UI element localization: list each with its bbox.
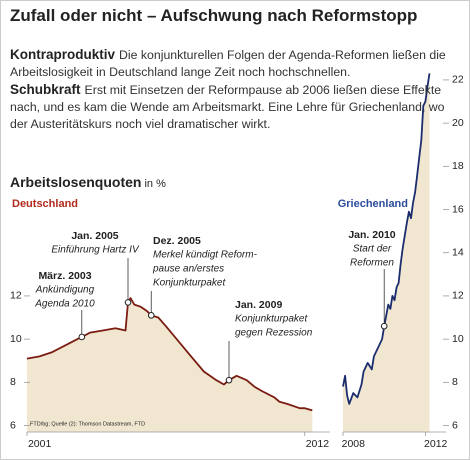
y-tick-label: 12 xyxy=(452,290,464,302)
text: Die konjunkturellen Folgen der Agenda-Re… xyxy=(10,48,446,79)
y-tick-label: 10 xyxy=(452,333,464,345)
y-tick-label: 6 xyxy=(452,419,458,431)
y-tick-label: 8 xyxy=(10,376,16,388)
section-unit: in % xyxy=(144,178,166,190)
annotation-text: Start der xyxy=(353,244,392,255)
divider xyxy=(334,196,341,458)
annotation-text: Konjunkturpaket xyxy=(235,314,308,325)
annotation-text: pause an/erstes xyxy=(152,264,224,275)
x-tick-label: 2008 xyxy=(342,438,366,450)
y-tick-label: 18 xyxy=(452,160,464,172)
y-tick-label: 20 xyxy=(452,117,464,129)
annotation-marker xyxy=(124,299,132,306)
annotation-marker xyxy=(225,376,233,384)
intro: Kontraproduktiv Die konjunkturellen Folge… xyxy=(10,46,458,133)
annotation-text: Reformen xyxy=(350,258,394,269)
x-tick-label: 2012 xyxy=(306,438,330,450)
y-tick-label: 14 xyxy=(452,247,464,259)
annotation-text: Dez. 2005 xyxy=(153,235,201,247)
annotation-marker xyxy=(147,312,155,319)
panel-title: Deutschland xyxy=(12,198,78,210)
y-tick-label: 22 xyxy=(452,74,464,86)
lead: Kontraproduktiv xyxy=(10,47,116,62)
x-tick-label: 2001 xyxy=(28,438,52,450)
area xyxy=(343,73,430,433)
section-title: Arbeitslosenquoten in % xyxy=(10,174,166,190)
paragraph: Kontraproduktiv Die konjunkturellen Folge… xyxy=(10,46,458,81)
x-tick-label: 2012 xyxy=(424,438,448,450)
paragraph: Schubkraft Erst mit Einsetzen der Reformp… xyxy=(10,81,458,133)
annotation-text: gegen Rezession xyxy=(235,328,313,339)
annotation-text: Jan. 2010 xyxy=(348,229,395,241)
y-tick-label: 6 xyxy=(10,419,16,431)
y-tick-label: 10 xyxy=(10,333,22,345)
annotation-text: Merkel kündigt Reform- xyxy=(153,250,258,261)
annotation-marker xyxy=(380,322,388,330)
text: Erst mit Einsetzen der Reformpause ab 20… xyxy=(10,83,445,131)
annotation-marker xyxy=(78,333,86,341)
y-tick-label: 12 xyxy=(10,290,22,302)
line xyxy=(26,297,313,412)
section-label: Arbeitslosenquoten xyxy=(10,174,142,190)
lead: Schubkraft xyxy=(10,82,81,97)
y-tick-label: 16 xyxy=(452,203,464,215)
y-tick-label: 8 xyxy=(452,376,458,388)
annotation-text: Konjunkturpaket xyxy=(153,278,226,289)
annotation-text: Ankündigung xyxy=(35,285,95,296)
annotation-text: Einführung Hartz IV xyxy=(51,245,140,256)
panel-title: Griechenland xyxy=(338,198,408,210)
annotation-text: März. 2003 xyxy=(38,270,91,282)
source: FTD/bg; Quelle (2): Thomson Datastream, … xyxy=(30,421,145,427)
title: Zufall oder nicht – Aufschwung nach Refo… xyxy=(10,6,418,25)
annotation-text: Jan. 2005 xyxy=(71,230,118,242)
line xyxy=(342,73,431,405)
annotation-text: Agenda 2010 xyxy=(34,299,95,310)
annotation-text: Jan. 2009 xyxy=(235,299,282,311)
